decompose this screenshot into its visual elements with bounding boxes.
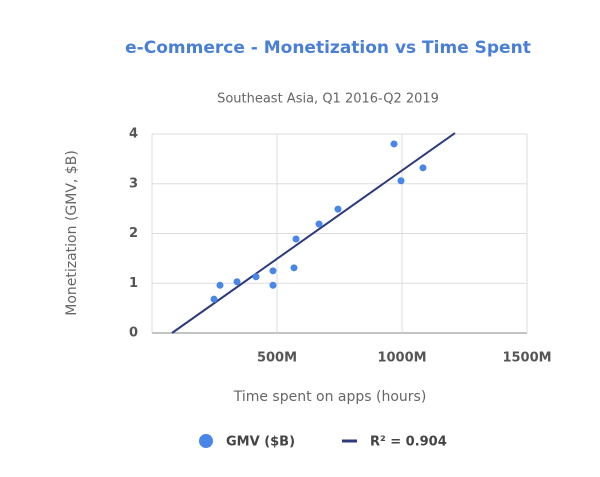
y-tick-label: 1 — [129, 276, 138, 291]
y-tick-label: 0 — [129, 326, 138, 341]
legend-marker — [199, 434, 213, 448]
legend-label: GMV ($B) — [226, 435, 295, 450]
y-tick-label: 2 — [129, 226, 138, 241]
y-tick-label: 3 — [129, 176, 138, 191]
data-point — [269, 267, 277, 275]
data-point — [390, 140, 398, 148]
data-point — [290, 264, 298, 272]
data-point — [216, 281, 224, 289]
data-point — [210, 295, 218, 303]
x-tick-label: 500M — [257, 351, 297, 366]
data-point — [252, 273, 260, 281]
x-tick-label: 1500M — [502, 351, 551, 366]
data-point — [292, 235, 300, 243]
x-tick-label: 1000M — [377, 351, 426, 366]
data-point — [233, 278, 241, 286]
trend-line — [171, 132, 456, 334]
data-point — [419, 164, 427, 172]
data-point — [315, 220, 323, 228]
y-axis-label: Monetization (GMV, $B) — [64, 150, 80, 316]
y-tick-label: 4 — [129, 127, 138, 142]
chart-subtitle: Southeast Asia, Q1 2016-Q2 2019 — [217, 92, 439, 107]
legend-label: R² = 0.904 — [370, 435, 447, 450]
data-point — [269, 281, 277, 289]
data-point — [397, 177, 405, 185]
data-point — [334, 205, 342, 213]
x-axis-label: Time spent on apps (hours) — [233, 389, 427, 405]
chart-title: e-Commerce - Monetization vs Time Spent — [125, 38, 531, 58]
